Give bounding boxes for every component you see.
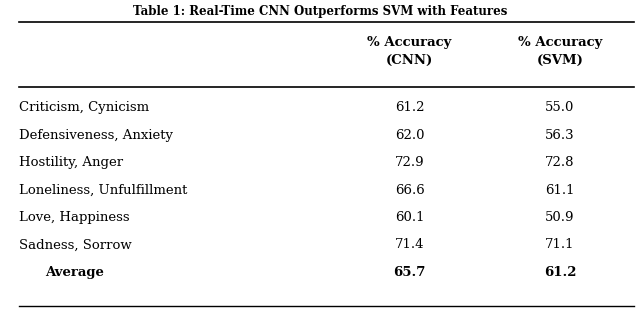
Text: 55.0: 55.0: [545, 101, 575, 114]
Text: 65.7: 65.7: [394, 266, 426, 279]
Text: 66.6: 66.6: [395, 183, 424, 197]
Text: Love, Happiness: Love, Happiness: [19, 211, 130, 224]
Text: 60.1: 60.1: [395, 211, 424, 224]
Text: Table 1: Real-Time CNN Outperforms SVM with Features: Table 1: Real-Time CNN Outperforms SVM w…: [133, 5, 507, 18]
Text: 71.4: 71.4: [395, 238, 424, 251]
Text: Hostility, Anger: Hostility, Anger: [19, 156, 124, 169]
Text: 72.9: 72.9: [395, 156, 424, 169]
Text: 71.1: 71.1: [545, 238, 575, 251]
Text: 72.8: 72.8: [545, 156, 575, 169]
Text: Loneliness, Unfulfillment: Loneliness, Unfulfillment: [19, 183, 188, 197]
Text: 61.1: 61.1: [545, 183, 575, 197]
Text: Criticism, Cynicism: Criticism, Cynicism: [19, 101, 149, 114]
Text: 50.9: 50.9: [545, 211, 575, 224]
Text: Sadness, Sorrow: Sadness, Sorrow: [19, 238, 132, 251]
Text: Defensiveness, Anxiety: Defensiveness, Anxiety: [19, 129, 173, 142]
Text: 61.2: 61.2: [544, 266, 576, 279]
Text: Average: Average: [45, 266, 104, 279]
Text: % Accuracy
(CNN): % Accuracy (CNN): [367, 37, 452, 66]
Text: 56.3: 56.3: [545, 129, 575, 142]
Text: % Accuracy
(SVM): % Accuracy (SVM): [518, 37, 602, 66]
Text: 61.2: 61.2: [395, 101, 424, 114]
Text: 62.0: 62.0: [395, 129, 424, 142]
